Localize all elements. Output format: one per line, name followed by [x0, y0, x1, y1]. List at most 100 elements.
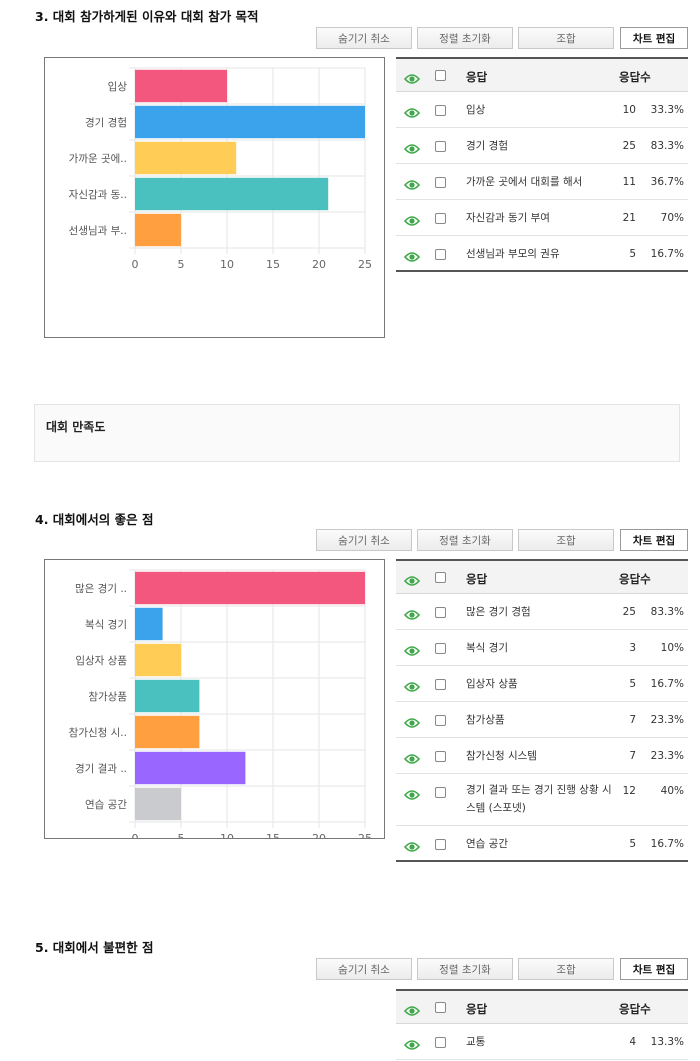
row-checkbox[interactable] — [435, 750, 446, 762]
table-row: 많은 경기 경험 25 83.3% — [396, 594, 688, 630]
bar — [135, 643, 181, 677]
question-title: 4. 대회에서의 좋은 점 — [35, 512, 154, 527]
x-tick-label: 15 — [266, 832, 280, 838]
response-table: 응답 응답수 많은 경기 경험 25 83.3% 복식 경기 3 10% 입상자 상품 5 16.7… — [396, 559, 688, 862]
table-row: 참가상품 7 23.3% — [396, 702, 688, 738]
hide-cancel-button[interactable]: 숨기기 취소 — [316, 958, 412, 980]
y-tick-label: 참가상품 — [88, 691, 127, 703]
row-count: 25 — [622, 606, 636, 618]
combine-button[interactable]: 조합 — [518, 958, 614, 980]
row-label: 참가신청 시스템 — [466, 750, 537, 762]
row-label: 연습 공간 — [466, 838, 508, 850]
x-tick-label: 10 — [220, 258, 234, 271]
chart-edit-button[interactable]: 차트 편집 — [620, 27, 688, 49]
bar — [135, 787, 181, 821]
table-row: 참가신청 시스템 7 23.3% — [396, 738, 688, 774]
y-tick-label: 입상 — [108, 80, 128, 93]
header-count: 응답수 — [619, 1002, 651, 1016]
row-label: 가까운 곳에서 대회를 해서 — [466, 176, 583, 188]
row-percent: 83.3% — [650, 606, 684, 618]
eye-icon[interactable] — [403, 1002, 421, 1016]
eye-icon[interactable] — [403, 714, 421, 728]
sort-reset-button[interactable]: 정렬 초기화 — [417, 27, 513, 49]
row-checkbox[interactable] — [435, 678, 446, 690]
row-checkbox[interactable] — [435, 787, 446, 798]
bar — [135, 213, 181, 247]
row-checkbox[interactable] — [435, 212, 446, 224]
eye-icon[interactable] — [403, 606, 421, 620]
row-count: 21 — [622, 212, 636, 224]
row-checkbox[interactable] — [435, 104, 446, 116]
row-label: 입상자 상품 — [466, 678, 518, 690]
row-percent: 16.7% — [650, 838, 684, 850]
row-count: 12 — [622, 785, 636, 797]
y-tick-label: 많은 경기 .. — [75, 582, 127, 595]
eye-icon[interactable] — [403, 70, 421, 84]
eye-icon[interactable] — [403, 1036, 421, 1050]
combine-button[interactable]: 조합 — [518, 529, 614, 551]
row-checkbox[interactable] — [435, 1036, 446, 1048]
eye-icon[interactable] — [403, 140, 421, 154]
y-tick-label: 경기 결과 .. — [75, 762, 127, 775]
bar — [135, 715, 200, 749]
row-checkbox[interactable] — [435, 140, 446, 152]
chart-edit-button[interactable]: 차트 편집 — [620, 958, 688, 980]
chart-toolbar: 숨기기 취소 정렬 초기화 조합 차트 편집 — [316, 529, 688, 551]
hide-cancel-button[interactable]: 숨기기 취소 — [316, 529, 412, 551]
eye-icon[interactable] — [403, 678, 421, 692]
table-row: 경기 경험 25 83.3% — [396, 128, 688, 164]
eye-icon[interactable] — [403, 176, 421, 190]
row-checkbox[interactable] — [435, 714, 446, 726]
table-row: 입상자 상품 5 16.7% — [396, 666, 688, 702]
chart-toolbar: 숨기기 취소 정렬 초기화 조합 차트 편집 — [316, 958, 688, 980]
header-count: 응답수 — [619, 70, 651, 84]
y-tick-label: 자신감과 동.. — [69, 189, 127, 201]
x-tick-label: 0 — [132, 258, 139, 271]
row-checkbox[interactable] — [435, 838, 446, 850]
eye-icon[interactable] — [403, 104, 421, 118]
eye-icon[interactable] — [403, 572, 421, 586]
table-header: 응답 응답수 — [396, 559, 688, 594]
eye-icon[interactable] — [403, 786, 421, 800]
table-row: 연습 공간 5 16.7% — [396, 826, 688, 862]
eye-icon[interactable] — [403, 248, 421, 262]
row-checkbox[interactable] — [435, 572, 446, 583]
row-checkbox[interactable] — [435, 176, 446, 188]
eye-icon[interactable] — [403, 838, 421, 852]
row-label: 복식 경기 — [466, 642, 508, 654]
row-checkbox[interactable] — [435, 606, 446, 618]
table-header: 응답 응답수 — [396, 57, 688, 92]
table-row: 선생님과 부모의 권유 5 16.7% — [396, 236, 688, 272]
response-table: 응답 응답수 교통 4 13.3% — [396, 989, 688, 1060]
row-checkbox[interactable] — [435, 1002, 446, 1013]
y-tick-label: 연습 공간 — [85, 799, 127, 811]
eye-icon[interactable] — [403, 212, 421, 226]
y-tick-label: 경기 경험 — [85, 116, 127, 129]
table-row: 교통 4 13.3% — [396, 1024, 688, 1060]
row-percent: 16.7% — [650, 678, 684, 690]
hide-cancel-button[interactable]: 숨기기 취소 — [316, 27, 412, 49]
row-checkbox[interactable] — [435, 70, 446, 81]
x-tick-label: 20 — [312, 258, 326, 271]
row-percent: 70% — [660, 212, 684, 224]
table-row: 입상 10 33.3% — [396, 92, 688, 128]
chart-edit-button[interactable]: 차트 편집 — [620, 529, 688, 551]
eye-icon[interactable] — [403, 750, 421, 764]
bar — [135, 105, 365, 139]
sort-reset-button[interactable]: 정렬 초기화 — [417, 958, 513, 980]
combine-button[interactable]: 조합 — [518, 27, 614, 49]
bar — [135, 679, 200, 713]
row-checkbox[interactable] — [435, 248, 446, 260]
header-response: 응답 — [466, 572, 488, 586]
eye-icon[interactable] — [403, 642, 421, 656]
row-checkbox[interactable] — [435, 642, 446, 654]
x-tick-label: 5 — [178, 832, 185, 838]
row-label: 교통 — [466, 1036, 486, 1048]
chart-toolbar: 숨기기 취소 정렬 초기화 조합 차트 편집 — [316, 27, 688, 49]
row-count: 4 — [629, 1036, 636, 1048]
header-response: 응답 — [466, 70, 488, 84]
sort-reset-button[interactable]: 정렬 초기화 — [417, 529, 513, 551]
